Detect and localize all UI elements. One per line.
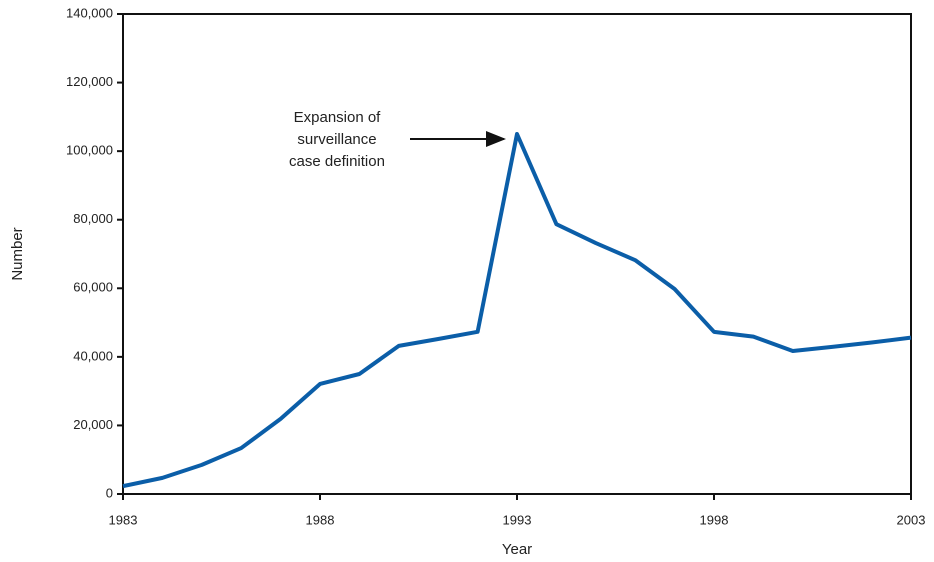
y-tick-label: 60,000 bbox=[73, 280, 113, 295]
line-series bbox=[122, 132, 912, 489]
annotation: Expansion of bbox=[294, 109, 382, 126]
y-tick-label: 20,000 bbox=[73, 417, 113, 432]
y-tick-label: 0 bbox=[106, 485, 113, 500]
y-tick-label: 120,000 bbox=[66, 74, 113, 89]
y-tick-label: 140,000 bbox=[66, 5, 113, 20]
y-axis-title: Number bbox=[9, 227, 26, 280]
y-tick-label: 80,000 bbox=[73, 211, 113, 226]
x-tick-label: 1998 bbox=[700, 512, 729, 527]
x-tick-label: 1988 bbox=[306, 512, 335, 527]
x-axis-title: Year bbox=[502, 541, 532, 558]
y-tick-label: 100,000 bbox=[66, 143, 113, 158]
x-tick-label: 1983 bbox=[109, 512, 138, 527]
y-tick-label: 40,000 bbox=[73, 348, 113, 363]
x-tick-label: 2003 bbox=[897, 512, 926, 527]
annotation: case definition bbox=[289, 153, 385, 170]
annotation: surveillance bbox=[297, 131, 376, 148]
plot-frame bbox=[122, 13, 912, 495]
x-tick-label: 1993 bbox=[503, 512, 532, 527]
